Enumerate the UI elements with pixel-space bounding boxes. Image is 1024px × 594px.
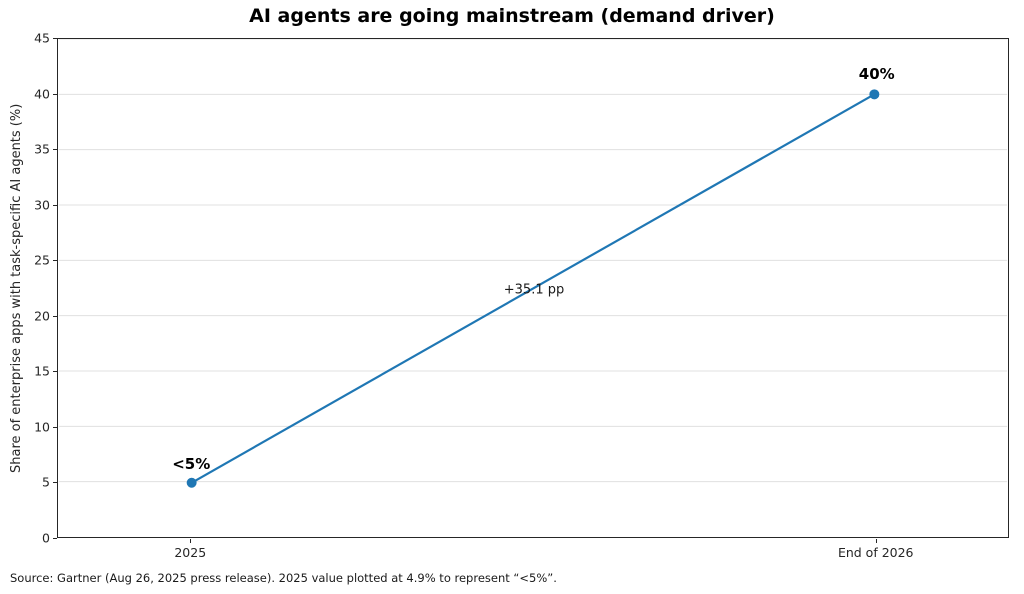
plot-area: +35.1 pp <5% 40% bbox=[57, 38, 1009, 538]
data-point-marker bbox=[186, 477, 197, 488]
y-tick-mark bbox=[53, 426, 57, 428]
midpoint-delta-annotation: +35.1 pp bbox=[503, 282, 565, 298]
y-tick-mark bbox=[53, 260, 57, 262]
y-tick-mark bbox=[53, 204, 57, 206]
y-tick-mark bbox=[53, 538, 57, 539]
chart-title: AI agents are going mainstream (demand d… bbox=[249, 5, 775, 27]
y-tick-mark bbox=[53, 315, 57, 317]
x-tick-label: End of 2026 bbox=[837, 545, 914, 560]
y-tick-label: 20 bbox=[34, 308, 50, 324]
x-tick-mark bbox=[875, 539, 877, 543]
source-note: Source: Gartner (Aug 26, 2025 press rele… bbox=[10, 571, 557, 585]
y-tick-mark bbox=[53, 93, 57, 95]
x-tick-label: 2025 bbox=[174, 545, 207, 560]
data-point-label: 40% bbox=[858, 64, 895, 83]
y-tick-mark bbox=[53, 149, 57, 151]
line-chart-canvas bbox=[58, 39, 1008, 488]
y-tick-mark bbox=[53, 38, 57, 39]
data-point-label: <5% bbox=[172, 454, 211, 473]
x-tick-mark bbox=[190, 539, 192, 543]
y-tick-mark bbox=[53, 371, 57, 373]
y-tick-label: 10 bbox=[34, 419, 50, 435]
y-axis-label: Share of enterprise apps with task-speci… bbox=[9, 103, 24, 473]
y-tick-mark bbox=[53, 482, 57, 484]
y-tick-label: 30 bbox=[34, 197, 50, 213]
y-tick-label: 25 bbox=[34, 252, 50, 268]
y-tick-label: 5 bbox=[42, 474, 50, 490]
y-tick-label: 15 bbox=[34, 363, 50, 379]
y-tick-label: 35 bbox=[34, 141, 50, 157]
y-tick-label: 40 bbox=[34, 86, 50, 102]
data-line bbox=[191, 93, 875, 484]
y-tick-label: 0 bbox=[42, 530, 50, 546]
y-tick-label: 45 bbox=[34, 30, 50, 46]
data-point-marker bbox=[869, 89, 880, 100]
